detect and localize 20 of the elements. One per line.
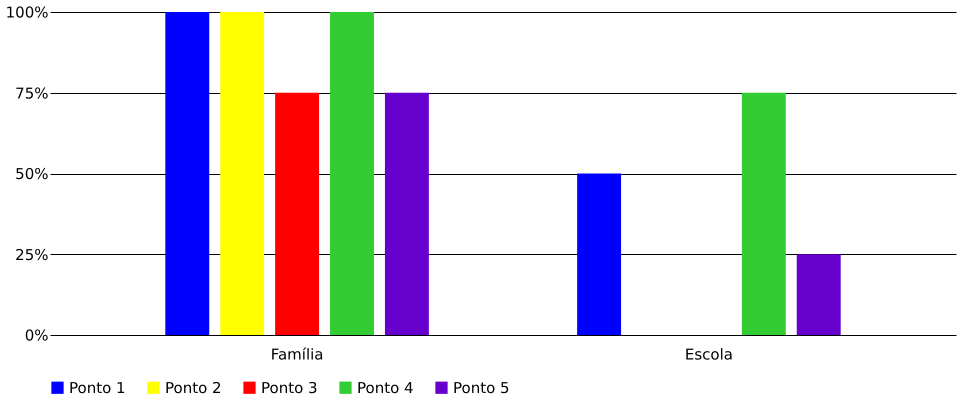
y-tick-label: 0% [24,326,48,344]
bar [220,12,264,335]
y-tick-label: 75% [15,84,48,102]
bar [330,12,374,335]
legend-label: Ponto 4 [357,378,414,397]
legend-label: Ponto 3 [261,378,318,397]
bar [577,174,622,335]
bar [275,92,320,335]
legend-label: Ponto 1 [69,378,126,397]
bar [796,254,841,335]
bar [384,92,429,335]
x-tick-label: Escola [684,346,733,364]
y-tick-label: 100% [6,4,48,22]
legend-label: Ponto 5 [453,378,510,397]
y-tick-label: 25% [15,246,48,264]
x-tick-label: Família [270,346,324,364]
legend-label: Ponto 2 [165,378,222,397]
bar [742,92,786,335]
bar [165,12,210,335]
y-tick-label: 50% [15,165,48,183]
